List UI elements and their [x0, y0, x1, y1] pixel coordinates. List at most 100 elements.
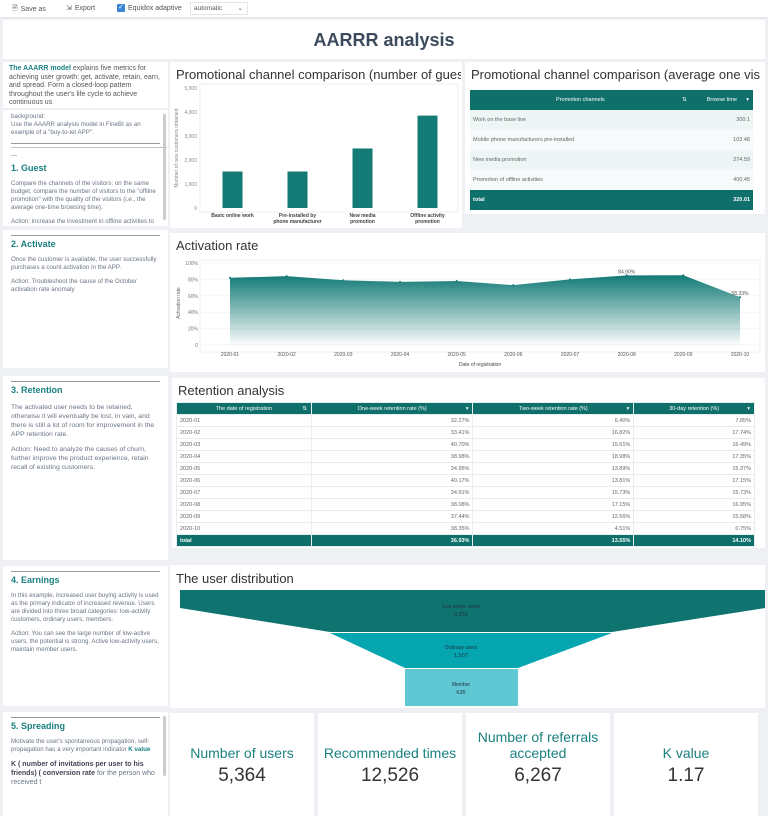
x-tick-label: Offline activity promotion: [410, 213, 445, 225]
data-point[interactable]: [625, 274, 628, 277]
kpi-value: 6,267: [514, 765, 562, 786]
scrollbar[interactable]: [163, 716, 166, 776]
spreading-panel: 5. Spreading Motivate the user's spontan…: [3, 712, 168, 816]
retention-header[interactable]: Two-week retention rate (%) ▾: [472, 402, 635, 415]
retention-cell: 12.56%: [472, 510, 635, 523]
table-row[interactable]: Promotion of offline activities 400.45: [470, 170, 753, 190]
data-point[interactable]: [455, 280, 458, 283]
data-point[interactable]: [682, 274, 685, 277]
y-tick-label: 40%: [188, 310, 199, 316]
data-point[interactable]: [512, 284, 515, 287]
dropdown-icon[interactable]: ▾: [747, 405, 750, 412]
y-tick-label: 20%: [188, 327, 199, 333]
table-row[interactable]: 2020-09 37.44% 12.56% 15.58%: [176, 510, 755, 523]
equidox-checkbox[interactable]: ✓ Equidox adaptive: [117, 4, 182, 12]
export-button[interactable]: ⇲ Export: [66, 4, 95, 13]
bar[interactable]: [352, 148, 373, 208]
guest-panel: background: Use the AAARR analysis model …: [3, 110, 168, 226]
table-row[interactable]: Mobile phone manufacturers pre-installed…: [470, 130, 753, 150]
retention-cell: 33.41%: [310, 426, 474, 439]
toolbar: 🗎 Save as ⇲ Export ✓ Equidox adaptive autom…: [0, 0, 768, 18]
table-row[interactable]: 2020-06 40.17% 13.81% 17.15%: [176, 474, 755, 487]
header-promotion-channels[interactable]: Promotion channels ⇅: [470, 90, 691, 110]
retention-cell: 2020-04: [176, 450, 312, 463]
table-row[interactable]: New media promotion 274.59: [470, 150, 753, 170]
funnel-chart: Low active users 3,251 Ordinary users 1,507…: [180, 590, 765, 706]
retention-cell: 18.98%: [472, 450, 635, 463]
save-as-button[interactable]: 🗎 Save as: [12, 4, 46, 15]
k-value-term: K value: [128, 746, 151, 753]
activate-text: Once the customer is available, the user…: [11, 256, 157, 271]
funnel-segment[interactable]: [405, 669, 518, 706]
export-icon: ⇲: [66, 5, 72, 12]
bar-chart: 0 1,000 2,000 3,000 4,000 5,000 Number of new …: [174, 83, 459, 225]
bar-chart-panel: Promotional channel comparison (number o…: [170, 62, 462, 228]
activate-action: Action: Troubleshoot the cause of the Oc…: [11, 278, 137, 293]
activate-heading: 2. Activate: [11, 239, 56, 249]
retention-cell: 17.74%: [633, 426, 755, 439]
y-tick-label: 0: [195, 343, 198, 349]
retention-cell: 16.95%: [633, 498, 755, 511]
retention-cell: 2020-05: [176, 462, 312, 475]
header-label: One-week retention rate (%): [357, 405, 427, 412]
guest-text: Compare the channels of the visitors: on…: [11, 180, 156, 211]
data-point[interactable]: [739, 296, 741, 299]
retention-title: Retention analysis: [178, 383, 285, 398]
table-row[interactable]: 2020-04 38.98% 18.98% 17.35%: [176, 450, 755, 463]
table-row[interactable]: 2020-03 40.70% 15.61% 16.49%: [176, 438, 755, 451]
table-row[interactable]: 2020-02 33.41% 16.82% 17.74%: [176, 426, 755, 439]
scrollbar[interactable]: [163, 114, 166, 220]
y-axis-label: Activation rate: [176, 287, 182, 319]
data-point[interactable]: [569, 278, 571, 281]
retention-header[interactable]: 30-day retention (%) ▾: [633, 402, 755, 415]
retention-cell: 13.81%: [472, 474, 635, 487]
data-label: 58.33%: [732, 291, 750, 297]
total-cell: total: [176, 534, 312, 547]
data-point[interactable]: [229, 276, 231, 279]
funnel-segment[interactable]: [330, 633, 612, 668]
intro-lead: The AAARR model: [9, 65, 71, 72]
funnel-segment[interactable]: [180, 590, 765, 632]
x-tick-label: 2020-10: [731, 352, 750, 358]
dropdown-icon[interactable]: ▾: [465, 405, 469, 412]
bar[interactable]: [417, 115, 438, 208]
retention-cell: 4.51%: [472, 522, 635, 535]
table-row[interactable]: 2020-05 34.95% 13.89% 15.37%: [176, 462, 755, 475]
retention-cell: 2020-01: [176, 414, 312, 427]
intro-panel[interactable]: The AAARR model explains five metrics fo…: [3, 62, 168, 108]
table-row[interactable]: 2020-10 38.35% 4.51% 0.75%: [176, 522, 755, 535]
channel-cell: New media promotion: [470, 150, 691, 170]
dropdown-icon[interactable]: ▾: [746, 97, 749, 103]
browse-time-cell: 300.1: [690, 110, 753, 130]
kpi-value: 5,364: [218, 765, 266, 786]
data-point[interactable]: [399, 280, 401, 283]
bar[interactable]: [287, 171, 308, 208]
table-row[interactable]: 2020-08 38.08% 17.15% 16.95%: [176, 498, 755, 511]
header-label: Two-week retention rate (%): [518, 405, 588, 412]
mode-select[interactable]: automatic ⌄: [190, 2, 248, 15]
data-point[interactable]: [285, 275, 288, 278]
retention-cell: 6.40%: [472, 414, 635, 427]
retention-header[interactable]: One-week retention rate (%) ▾: [310, 402, 474, 415]
plot-frame: [199, 259, 761, 353]
sort-icon[interactable]: ⇅: [302, 405, 307, 412]
retention-panel: Retention analysis The date of registrat…: [172, 378, 765, 548]
table-row[interactable]: 2020-07 34.91% 15.73% 15.73%: [176, 486, 755, 499]
total-cell: 36.93%: [310, 534, 474, 547]
x-tick-label: 2020-06: [504, 352, 523, 358]
retention-cell: 0.75%: [633, 522, 755, 535]
header-browse-time[interactable]: Browse time ▾: [690, 90, 753, 110]
table-row[interactable]: 2020-01 32.27% 6.40% 7.85%: [176, 414, 755, 427]
total-cell: 14.10%: [633, 534, 755, 547]
retention-cell: 16.82%: [472, 426, 635, 439]
retention-text: The activated user needs to be retained,…: [11, 404, 155, 438]
dropdown-icon[interactable]: ▾: [626, 405, 630, 412]
retention-header[interactable]: The date of registration ⇅: [176, 402, 312, 415]
sort-icon[interactable]: ⇅: [682, 97, 687, 103]
retention-cell: 32.27%: [310, 414, 474, 427]
header-label: Promotion channels: [556, 97, 605, 103]
bar[interactable]: [222, 171, 243, 208]
activation-title: Activation rate: [176, 238, 259, 253]
data-point[interactable]: [342, 279, 345, 282]
table-row[interactable]: Work on the base line 300.1: [470, 110, 753, 130]
